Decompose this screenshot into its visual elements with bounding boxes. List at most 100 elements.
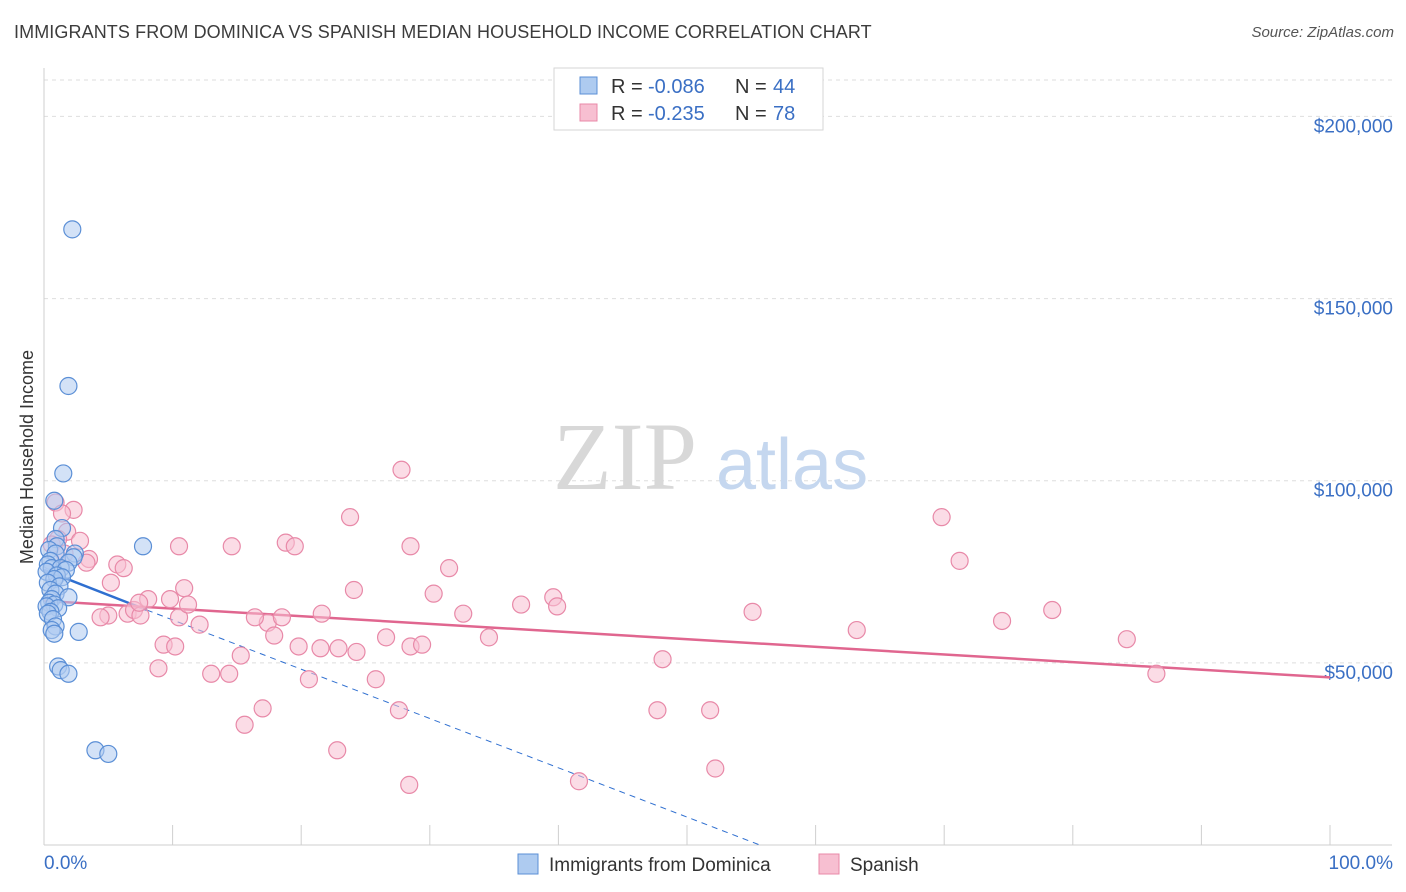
series-swatch-spanish	[818, 853, 840, 875]
point-spanish	[366, 670, 385, 689]
series-label-spanish: Spanish	[850, 855, 919, 876]
point-spanish	[424, 584, 443, 603]
legend-r-value-dominica: -0.086	[648, 76, 705, 98]
point-spanish	[701, 701, 720, 720]
point-spanish	[648, 701, 667, 720]
point-spanish	[222, 537, 241, 556]
point-dominica	[45, 624, 64, 643]
legend-n-value-spanish: 78	[773, 103, 795, 125]
y-axis-title: Median Household Income	[17, 350, 37, 564]
point-spanish	[311, 639, 330, 658]
legend-swatch-dominica	[579, 76, 598, 95]
point-spanish	[178, 595, 198, 614]
point-spanish	[169, 608, 189, 627]
point-spanish	[130, 593, 149, 612]
series-swatch-dominica	[517, 853, 539, 875]
chart-source: Source: ZipAtlas.com	[1251, 24, 1394, 41]
point-spanish	[160, 590, 180, 609]
point-spanish	[512, 595, 531, 614]
point-dominica	[45, 491, 64, 510]
point-spanish	[220, 664, 239, 683]
point-spanish	[175, 579, 194, 598]
series-label-dominica: Immigrants from Dominica	[549, 855, 771, 876]
point-spanish	[299, 670, 319, 689]
x-ticks	[43, 825, 1331, 845]
point-spanish	[202, 664, 221, 683]
series-legend: Immigrants from Dominica Spanish	[517, 853, 919, 876]
point-spanish	[1043, 600, 1062, 620]
point-spanish	[101, 573, 120, 592]
point-spanish	[245, 608, 265, 627]
point-spanish	[392, 460, 411, 479]
point-spanish	[149, 659, 168, 678]
y-tick-label: $50,000	[1324, 663, 1393, 684]
point-spanish	[548, 597, 567, 616]
y-tick-label: $200,000	[1314, 116, 1393, 137]
point-spanish	[439, 559, 459, 578]
y-tick-label: $100,000	[1314, 481, 1393, 502]
point-spanish	[1147, 664, 1166, 683]
point-spanish	[344, 580, 364, 600]
data-points	[37, 220, 1166, 794]
legend-r-label-spanish: R =	[611, 103, 643, 125]
point-spanish	[285, 537, 304, 556]
point-dominica	[54, 464, 73, 483]
point-spanish	[329, 639, 348, 658]
axes	[43, 68, 1392, 846]
point-spanish	[253, 699, 272, 718]
point-dominica	[133, 537, 153, 556]
y-tick-label: $150,000	[1314, 299, 1393, 320]
point-spanish	[272, 608, 292, 627]
legend-n-value-dominica: 44	[773, 76, 795, 98]
point-spanish	[347, 642, 366, 662]
point-spanish	[114, 559, 133, 578]
point-spanish	[312, 604, 331, 623]
point-dominica	[59, 376, 78, 396]
gridlines	[44, 79, 1392, 664]
trend-lines	[43, 568, 1331, 846]
point-spanish	[389, 701, 409, 720]
point-dominica	[63, 220, 82, 239]
point-spanish	[992, 611, 1012, 631]
point-spanish	[376, 628, 396, 647]
point-spanish	[190, 615, 209, 634]
point-spanish	[1117, 630, 1136, 649]
point-spanish	[231, 646, 250, 665]
x-tick-label-min: 0.0%	[44, 853, 87, 874]
point-spanish	[412, 635, 432, 654]
point-spanish	[235, 715, 254, 734]
point-spanish	[706, 759, 725, 778]
point-spanish	[340, 508, 360, 527]
watermark-zip: ZIP	[553, 403, 697, 510]
point-spanish	[743, 602, 762, 621]
legend-n-label-dominica: N =	[735, 76, 767, 98]
point-spanish	[289, 637, 308, 656]
point-spanish	[950, 551, 969, 570]
point-spanish	[166, 637, 185, 656]
watermark-atlas: atlas	[716, 425, 868, 505]
point-spanish	[169, 537, 189, 556]
chart-title: IMMIGRANTS FROM DOMINICA VS SPANISH MEDI…	[14, 22, 872, 42]
x-tick-label-max: 100.0%	[1329, 853, 1394, 874]
point-spanish	[328, 741, 347, 760]
point-spanish	[401, 537, 420, 556]
legend-n-label-spanish: N =	[735, 103, 767, 125]
point-spanish	[265, 626, 284, 645]
legend-frame	[553, 67, 824, 131]
point-spanish	[569, 772, 589, 791]
point-spanish	[454, 604, 473, 623]
legend-swatch-spanish	[579, 103, 598, 122]
watermark: ZIP atlas	[553, 403, 868, 510]
legend-box: R = -0.086 N = 44 R = -0.235 N = 78	[553, 67, 824, 131]
point-spanish	[91, 608, 110, 627]
point-spanish	[653, 650, 672, 669]
point-spanish	[847, 620, 866, 640]
point-dominica	[59, 664, 78, 683]
legend-r-value-spanish: -0.235	[648, 103, 705, 125]
point-spanish	[479, 628, 499, 647]
y-tick-labels: $50,000 $100,000 $150,000 $200,000	[1314, 116, 1393, 683]
trend-line-spanish	[43, 599, 1331, 679]
legend-r-label-dominica: R =	[611, 76, 643, 98]
point-spanish	[932, 508, 951, 527]
